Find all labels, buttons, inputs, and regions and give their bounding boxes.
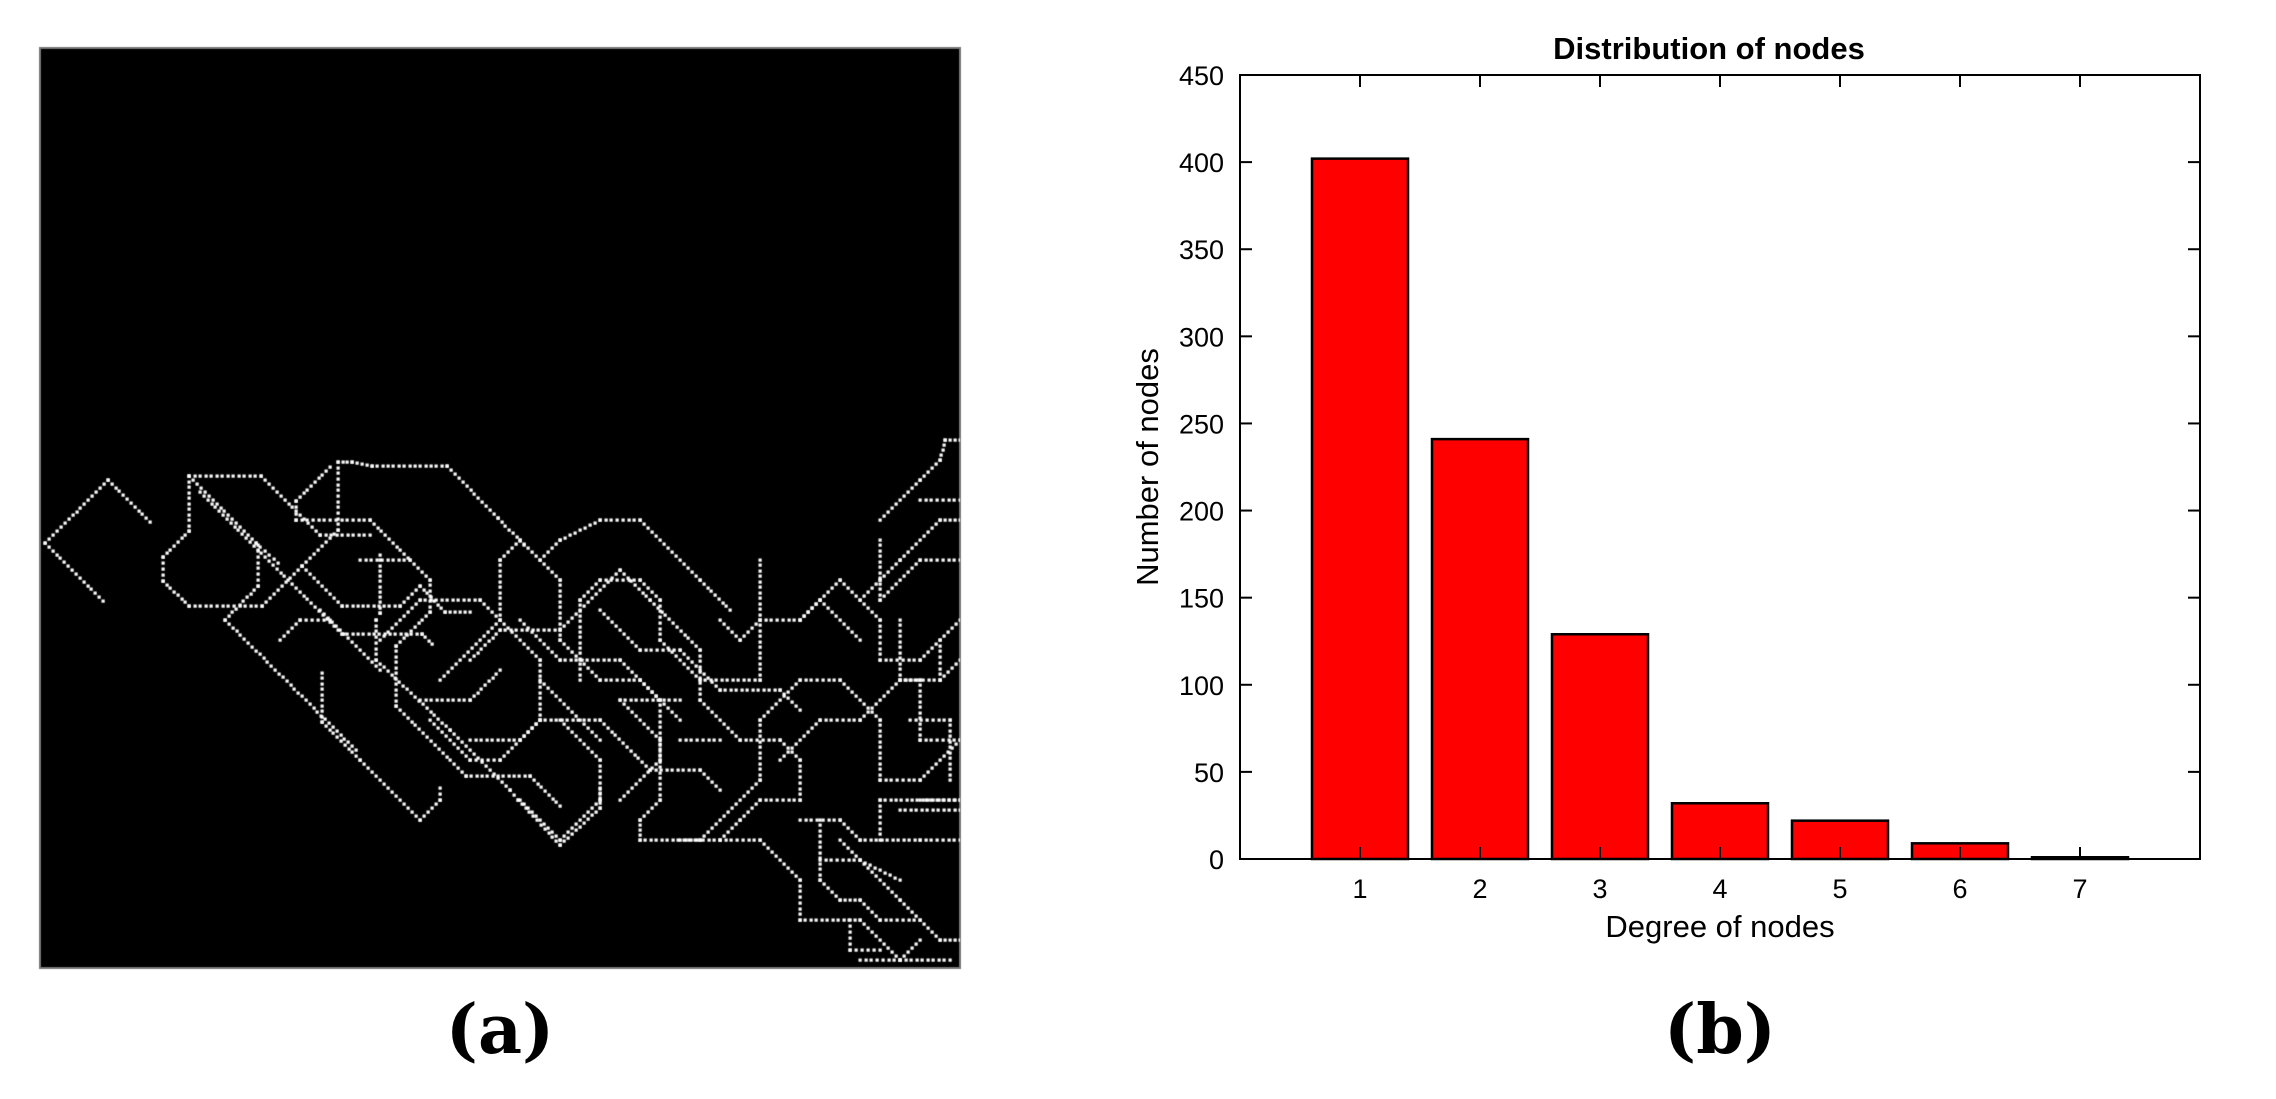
- y-tick-label: 200: [1179, 497, 1224, 527]
- x-tick-label: 2: [1472, 874, 1487, 904]
- y-tick-label: 300: [1179, 322, 1224, 352]
- y-tick-label: 100: [1179, 671, 1224, 701]
- y-tick-label: 400: [1179, 148, 1224, 178]
- x-tick-label: 7: [2072, 874, 2087, 904]
- x-tick-label: 3: [1592, 874, 1607, 904]
- panel-b-label: (b): [1664, 990, 1776, 1070]
- y-tick-label: 250: [1179, 409, 1224, 439]
- y-tick-label: 350: [1179, 235, 1224, 265]
- skeleton-image: [0, 0, 1000, 1099]
- x-tick-label: 5: [1832, 874, 1847, 904]
- x-axis-label: Degree of nodes: [1605, 909, 1834, 944]
- y-tick-label: 450: [1179, 61, 1224, 91]
- x-tick-label: 6: [1952, 874, 1967, 904]
- y-tick-label: 50: [1194, 758, 1224, 788]
- x-axis-ticks: 1 2 3 4 5 6 7: [1352, 75, 2088, 904]
- chart-title: Distribution of nodes: [1553, 31, 1865, 66]
- bar-degree-3: [1550, 633, 1650, 861]
- bars-group: [1310, 157, 2130, 861]
- y-axis-ticks: 0 50 100 150 200 250 300 350 400 450: [1179, 61, 2200, 875]
- y-tick-label: 0: [1209, 845, 1224, 875]
- x-tick-label: 1: [1352, 874, 1367, 904]
- x-tick-label: 4: [1712, 874, 1727, 904]
- y-tick-label: 150: [1179, 584, 1224, 614]
- bar-degree-2: [1430, 437, 1530, 861]
- bar-degree-1: [1310, 157, 1410, 861]
- y-axis-label: Number of nodes: [1130, 348, 1165, 586]
- panel-a-label: (a): [445, 990, 555, 1070]
